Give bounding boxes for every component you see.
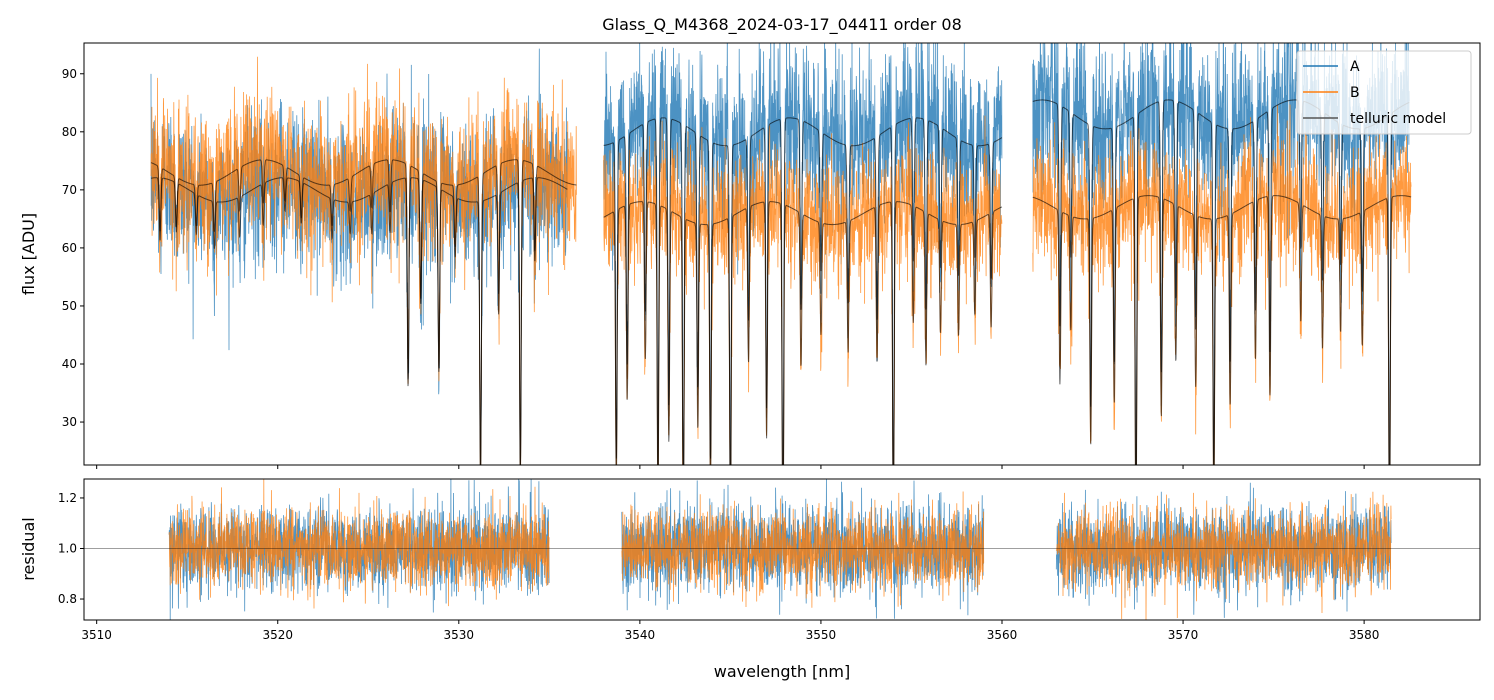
- flux-plot-area: [150, 43, 1412, 465]
- flux-y-tick-label: 80: [62, 125, 77, 139]
- legend-label-a: A: [1350, 59, 1360, 75]
- flux-axes-frame: [83, 42, 1481, 466]
- flux-y-tick-label: 40: [62, 357, 77, 371]
- residual-y-tick-label: 1.0: [58, 541, 77, 555]
- telluric-model-line-b: [150, 159, 1412, 465]
- flux-y-tick-label: 90: [62, 67, 77, 81]
- flux-y-tick-label: 30: [62, 415, 77, 429]
- x-tick-label: 3570: [1168, 628, 1199, 642]
- chart-title: Glass_Q_M4368_2024-03-17_04411 order 08: [602, 15, 962, 35]
- x-tick-label: 3520: [262, 628, 293, 642]
- series-a-line: [150, 43, 1410, 465]
- residual-plot-area: [84, 479, 1480, 620]
- legend-box: [1296, 50, 1472, 135]
- x-tick-label: 3530: [444, 628, 475, 642]
- x-tick-label: 3540: [625, 628, 656, 642]
- x-tick-label: 3560: [987, 628, 1018, 642]
- legend: A B telluric model: [1296, 50, 1472, 135]
- legend-label-b: B: [1350, 85, 1360, 101]
- flux-y-axis-label: flux [ADU]: [19, 213, 38, 295]
- flux-y-tick-label: 60: [62, 241, 77, 255]
- residual-y-tick-label: 1.2: [58, 491, 77, 505]
- residual-y-axis-label: residual: [19, 517, 38, 580]
- legend-label-telluric: telluric model: [1350, 111, 1446, 127]
- residual-b-line: [168, 479, 1392, 620]
- flux-y-tick-label: 50: [62, 299, 77, 313]
- x-tick-label: 3550: [806, 628, 837, 642]
- residual-axes-frame: [83, 478, 1481, 621]
- x-tick-label: 3510: [81, 628, 112, 642]
- residual-y-tick-label: 0.8: [58, 592, 77, 606]
- x-tick-label: 3580: [1349, 628, 1380, 642]
- flux-y-tick-label: 70: [62, 183, 77, 197]
- x-axis-label: wavelength [nm]: [714, 662, 851, 681]
